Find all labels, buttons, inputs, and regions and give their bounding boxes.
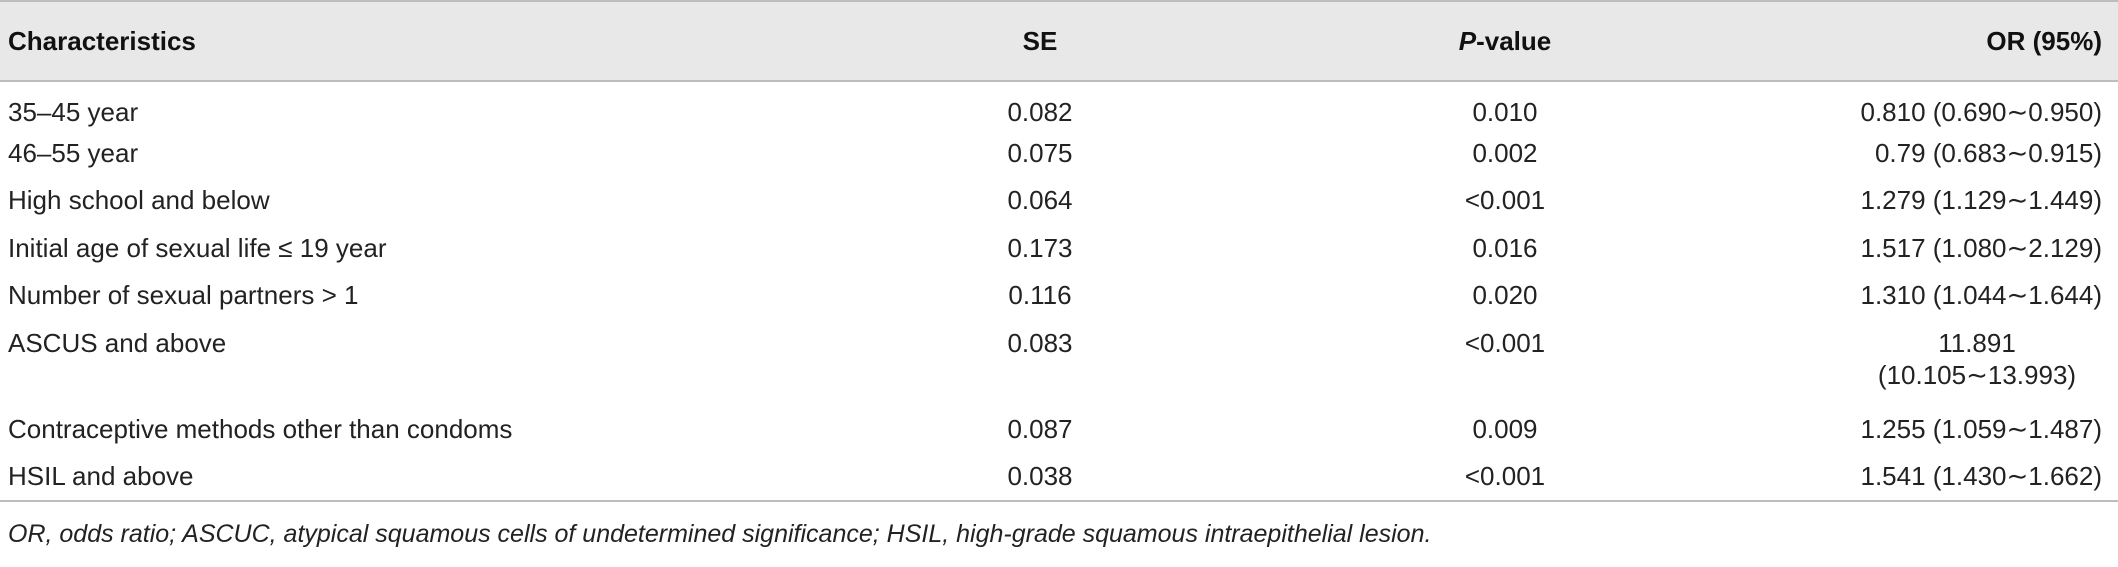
cell-characteristic: Contraceptive methods other than condoms [8,413,513,444]
cell-se: 0.038 [800,452,1280,502]
cell-characteristic: High school and below [8,185,270,215]
cell-p-value: <0.001 [1464,327,1546,358]
cell-se: 0.083 [1007,327,1073,358]
cell-or: 0.810 (0.690∼0.950) [1860,97,2102,127]
cell-characteristic: Number of sexual partners > 1 [8,280,359,310]
table-footnote: OR, odds ratio; ASCUC, atypical squamous… [8,520,1432,548]
table-row: HSIL and above 0.038 <0.001 1.541 (1.430… [0,452,2118,502]
cell-or: 1.255 (1.059∼1.487) [1860,413,2102,444]
cell-p-value: 0.020 [1472,280,1538,310]
cell-se: 0.075 [1007,137,1073,168]
cell-se: 0.087 [1007,413,1073,444]
cell-or: 1.517 (1.080∼2.129) [1860,232,2102,263]
cell-se: 0.064 [1007,185,1073,215]
cell-characteristic: ASCUS and above [8,327,227,358]
header-p-italic: P [1458,25,1477,56]
cell-p-value: <0.001 [1280,452,1730,502]
cell-characteristic: 35–45 year [8,97,139,127]
cell-or-line1: 11.891 [1938,327,2016,358]
table-row: 35–45 year 0.082 0.010 0.810 (0.690∼0.95… [0,81,2118,129]
table-row: Initial age of sexual life ≤ 19 year 0.1… [0,224,2118,272]
cell-p-value: 0.010 [1472,97,1538,127]
table-header: Characteristics SE P-value OR (95%) [0,0,2118,82]
table-row: High school and below 0.064 <0.001 1.279… [0,176,2118,224]
cell-se: 0.173 [1007,232,1073,263]
cell-p-value: 0.016 [1472,232,1538,263]
cell-or: 1.541 (1.430∼1.662) [1730,452,2118,502]
header-characteristics: Characteristics [0,0,800,82]
cell-p-value: <0.001 [1464,185,1546,215]
header-se: SE [800,0,1280,82]
cell-or: 1.310 (1.044∼1.644) [1860,280,2102,310]
cell-characteristic: 46–55 year [8,137,139,168]
table-body: 35–45 year 0.082 0.010 0.810 (0.690∼0.95… [0,81,2118,502]
regression-results-table: Characteristics SE P-value OR (95%) 35–4… [0,0,2118,502]
cell-or: 0.79 (0.683∼0.915) [1874,137,2102,168]
cell-or-wrapped: 11.891 (10.105∼13.993) [1852,327,2102,391]
cell-p-value: 0.002 [1472,137,1538,168]
table-row: Number of sexual partners > 1 0.116 0.02… [0,271,2118,319]
header-p-rest: -value [1476,25,1552,56]
cell-characteristic: HSIL and above [0,452,800,502]
cell-p-value: 0.009 [1472,413,1538,444]
table-row: ASCUS and above 0.083 <0.001 11.891 (10.… [0,319,2118,405]
table-row: 46–55 year 0.075 0.002 0.79 (0.683∼0.915… [0,129,2118,177]
header-or: OR (95%) [1730,0,2118,82]
cell-se: 0.116 [1008,280,1072,310]
header-row: Characteristics SE P-value OR (95%) [0,0,2118,82]
cell-or: 11.891 (10.105∼13.993) [1730,319,2118,405]
table-row: Contraceptive methods other than condoms… [0,405,2118,453]
cell-se: 0.082 [1007,97,1073,127]
cell-or-line2: (10.105∼13.993) [1877,359,2077,390]
cell-or: 1.279 (1.129∼1.449) [1860,185,2102,215]
cell-characteristic: Initial age of sexual life ≤ 19 year [8,232,387,263]
results-table-container: Characteristics SE P-value OR (95%) 35–4… [0,0,2118,502]
header-p-value: P-value [1280,0,1730,82]
